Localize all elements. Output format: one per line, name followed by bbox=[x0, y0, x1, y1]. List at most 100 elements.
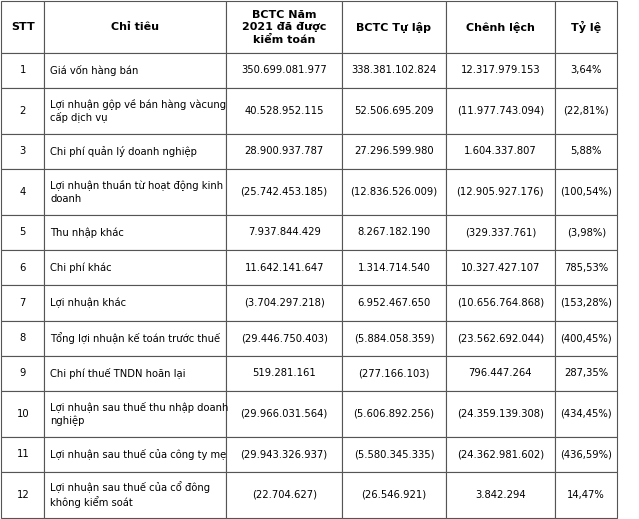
Bar bbox=[343, 356, 445, 391]
Bar bbox=[1, 321, 45, 356]
Bar bbox=[45, 437, 226, 472]
Text: Chi phí khác: Chi phí khác bbox=[50, 263, 112, 273]
Text: 2: 2 bbox=[20, 106, 26, 116]
Bar bbox=[226, 472, 343, 518]
Bar bbox=[555, 321, 617, 356]
Bar bbox=[445, 472, 555, 518]
Text: Lợi nhuận sau thuế của cổ đông
không kiểm soát: Lợi nhuận sau thuế của cổ đông không kiể… bbox=[50, 482, 211, 508]
Bar bbox=[45, 169, 226, 215]
Text: 9: 9 bbox=[20, 368, 26, 378]
Bar bbox=[343, 250, 445, 285]
Bar bbox=[343, 472, 445, 518]
Bar bbox=[445, 1, 555, 53]
Text: Lợi nhuận sau thuế thu nhập doanh
nghiệp: Lợi nhuận sau thuế thu nhập doanh nghiệp bbox=[50, 402, 229, 426]
Text: 6.952.467.650: 6.952.467.650 bbox=[357, 298, 431, 308]
Text: 338.381.102.824: 338.381.102.824 bbox=[351, 65, 436, 75]
Bar bbox=[343, 53, 445, 88]
Bar bbox=[1, 472, 45, 518]
Bar bbox=[445, 285, 555, 321]
Bar bbox=[226, 88, 343, 134]
Text: BCTC Năm
2021 đã được
kiểm toán: BCTC Năm 2021 đã được kiểm toán bbox=[242, 9, 327, 45]
Bar bbox=[45, 391, 226, 437]
Bar bbox=[555, 215, 617, 250]
Text: 28.900.937.787: 28.900.937.787 bbox=[245, 146, 324, 156]
Bar bbox=[445, 356, 555, 391]
Bar bbox=[45, 472, 226, 518]
Bar bbox=[343, 1, 445, 53]
Text: Chênh lệch: Chênh lệch bbox=[466, 21, 535, 33]
Bar bbox=[226, 250, 343, 285]
Text: 8.267.182.190: 8.267.182.190 bbox=[357, 227, 431, 237]
Text: (22,81%): (22,81%) bbox=[564, 106, 609, 116]
Text: 3.842.294: 3.842.294 bbox=[475, 490, 526, 500]
Bar bbox=[1, 250, 45, 285]
Text: Lợi nhuận khác: Lợi nhuận khác bbox=[50, 298, 127, 308]
Text: (24.359.139.308): (24.359.139.308) bbox=[457, 409, 544, 419]
Text: 10.327.427.107: 10.327.427.107 bbox=[461, 263, 540, 272]
Text: (29.943.326.937): (29.943.326.937) bbox=[241, 449, 328, 459]
Bar bbox=[226, 437, 343, 472]
Text: (400,45%): (400,45%) bbox=[560, 333, 612, 343]
Bar bbox=[226, 215, 343, 250]
Bar bbox=[555, 134, 617, 169]
Text: 5,88%: 5,88% bbox=[571, 146, 602, 156]
Text: Tỷ lệ: Tỷ lệ bbox=[571, 21, 601, 33]
Bar bbox=[445, 88, 555, 134]
Bar bbox=[226, 391, 343, 437]
Bar bbox=[45, 215, 226, 250]
Text: 11.642.141.647: 11.642.141.647 bbox=[245, 263, 324, 272]
Bar bbox=[1, 53, 45, 88]
Bar bbox=[343, 169, 445, 215]
Bar bbox=[1, 285, 45, 321]
Text: (23.562.692.044): (23.562.692.044) bbox=[457, 333, 544, 343]
Text: Lợi nhuận thuần từ hoạt động kinh
doanh: Lợi nhuận thuần từ hoạt động kinh doanh bbox=[50, 180, 224, 203]
Text: 52.506.695.209: 52.506.695.209 bbox=[354, 106, 434, 116]
Bar bbox=[1, 356, 45, 391]
Text: 350.699.081.977: 350.699.081.977 bbox=[242, 65, 327, 75]
Text: (3,98%): (3,98%) bbox=[567, 227, 606, 237]
Bar bbox=[226, 321, 343, 356]
Text: 4: 4 bbox=[20, 187, 26, 197]
Text: (153,28%): (153,28%) bbox=[560, 298, 612, 308]
Text: Lợi nhuận gộp về bán hàng vàcung
cấp dịch vụ: Lợi nhuận gộp về bán hàng vàcung cấp dịc… bbox=[50, 99, 227, 124]
Text: (24.362.981.602): (24.362.981.602) bbox=[457, 449, 544, 459]
Text: (5.580.345.335): (5.580.345.335) bbox=[354, 449, 435, 459]
Bar bbox=[445, 169, 555, 215]
Text: (434,45%): (434,45%) bbox=[560, 409, 612, 419]
Text: (25.742.453.185): (25.742.453.185) bbox=[241, 187, 328, 197]
Bar bbox=[555, 356, 617, 391]
Text: 796.447.264: 796.447.264 bbox=[468, 368, 532, 378]
Text: 14,47%: 14,47% bbox=[567, 490, 605, 500]
Bar bbox=[555, 53, 617, 88]
Text: 287,35%: 287,35% bbox=[564, 368, 608, 378]
Bar bbox=[555, 285, 617, 321]
Bar bbox=[445, 134, 555, 169]
Bar bbox=[1, 169, 45, 215]
Text: (11.977.743.094): (11.977.743.094) bbox=[457, 106, 544, 116]
Text: 519.281.161: 519.281.161 bbox=[252, 368, 316, 378]
Bar bbox=[45, 356, 226, 391]
Bar bbox=[555, 250, 617, 285]
Text: 3,64%: 3,64% bbox=[571, 65, 602, 75]
Bar bbox=[445, 215, 555, 250]
Text: (29.966.031.564): (29.966.031.564) bbox=[240, 409, 328, 419]
Bar bbox=[45, 285, 226, 321]
Text: 5: 5 bbox=[20, 227, 26, 237]
Text: (29.446.750.403): (29.446.750.403) bbox=[241, 333, 328, 343]
Text: 3: 3 bbox=[20, 146, 26, 156]
Text: (5.884.058.359): (5.884.058.359) bbox=[354, 333, 435, 343]
Bar bbox=[45, 134, 226, 169]
Bar bbox=[555, 1, 617, 53]
Text: (436,59%): (436,59%) bbox=[560, 449, 612, 459]
Bar bbox=[226, 169, 343, 215]
Bar bbox=[343, 215, 445, 250]
Text: (329.337.761): (329.337.761) bbox=[465, 227, 536, 237]
Text: 1.314.714.540: 1.314.714.540 bbox=[358, 263, 431, 272]
Text: (12.836.526.009): (12.836.526.009) bbox=[350, 187, 438, 197]
Bar bbox=[226, 53, 343, 88]
Bar bbox=[343, 391, 445, 437]
Text: (10.656.764.868): (10.656.764.868) bbox=[457, 298, 544, 308]
Bar bbox=[226, 134, 343, 169]
Bar bbox=[445, 53, 555, 88]
Bar bbox=[1, 134, 45, 169]
